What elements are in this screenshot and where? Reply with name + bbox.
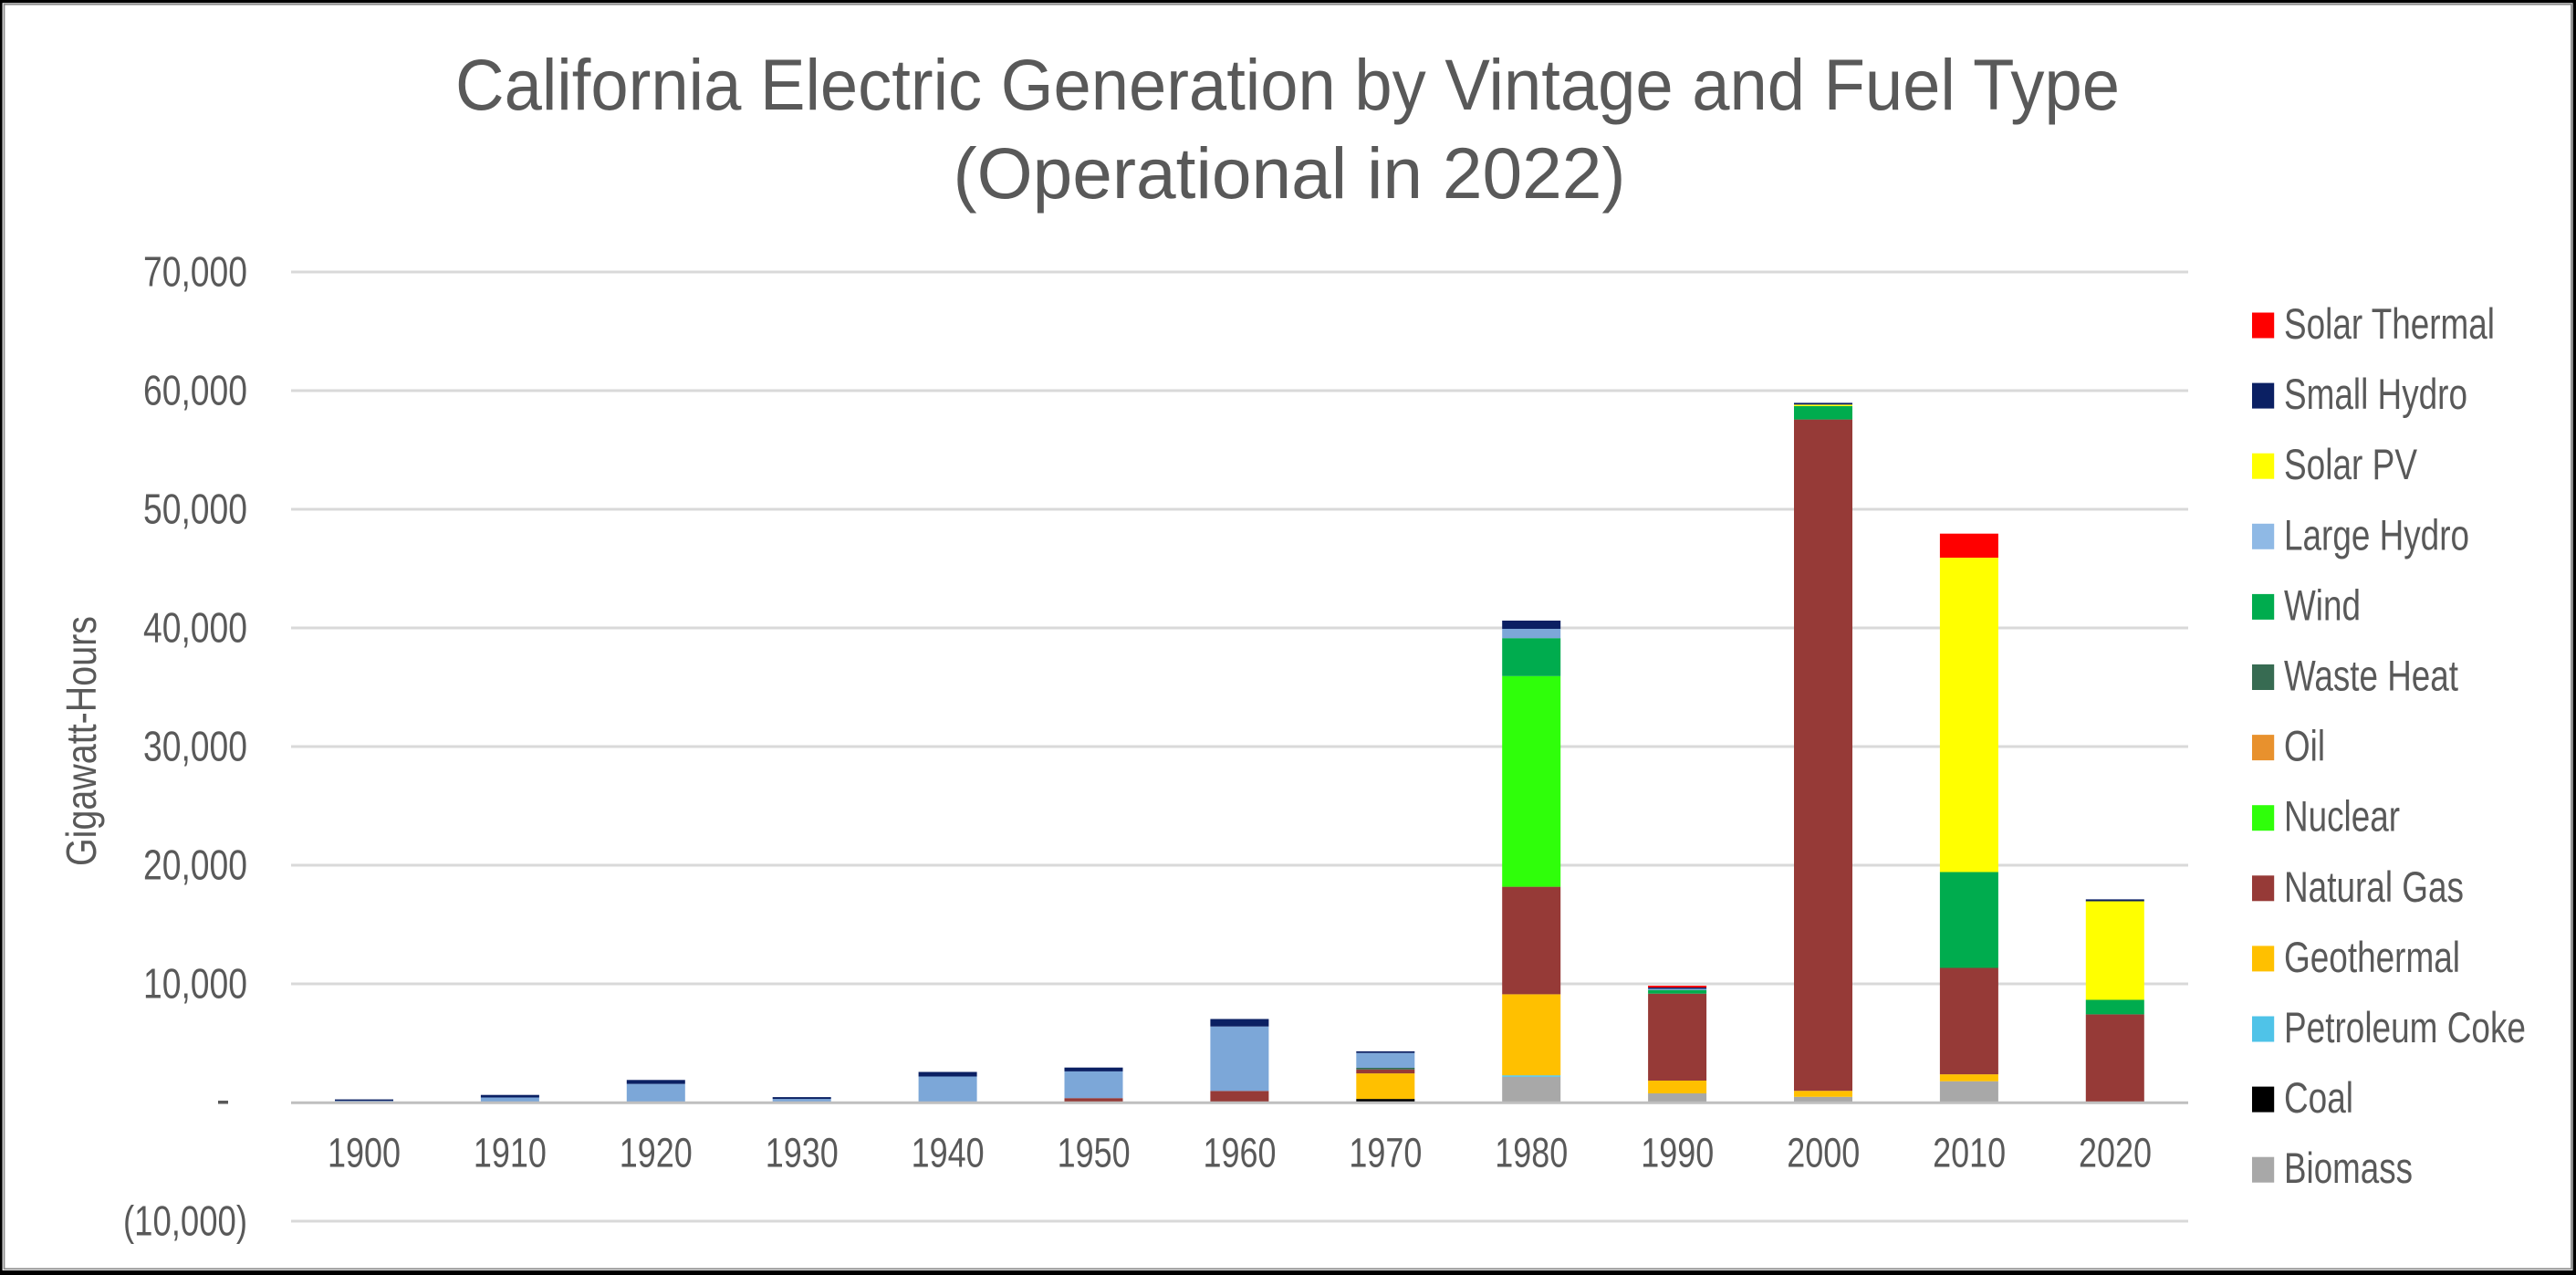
svg-text:10,000: 10,000 — [143, 960, 247, 1008]
svg-text:1960: 1960 — [1204, 1130, 1277, 1176]
svg-text:Small Hydro: Small Hydro — [2284, 370, 2467, 418]
svg-text:Nuclear: Nuclear — [2284, 792, 2400, 841]
svg-text:1920: 1920 — [620, 1130, 693, 1176]
svg-text:Large Hydro: Large Hydro — [2284, 510, 2469, 559]
svg-text:Petroleum Coke: Petroleum Coke — [2284, 1003, 2526, 1051]
svg-text:1980: 1980 — [1495, 1130, 1568, 1176]
svg-text:Solar PV: Solar PV — [2284, 440, 2418, 488]
svg-text:1900: 1900 — [328, 1130, 401, 1176]
svg-text:Natural Gas: Natural Gas — [2284, 862, 2464, 911]
svg-text:Biomass: Biomass — [2284, 1144, 2413, 1192]
svg-text:40,000: 40,000 — [143, 604, 247, 652]
svg-text:1910: 1910 — [474, 1130, 547, 1176]
svg-text:California Electric Generation: California Electric Generation by Vintag… — [455, 44, 2120, 125]
svg-text:2020: 2020 — [2079, 1130, 2152, 1176]
svg-text:(10,000): (10,000) — [123, 1197, 247, 1245]
svg-text:2010: 2010 — [1933, 1130, 2006, 1176]
svg-text:(Operational in 2022): (Operational in 2022) — [954, 132, 1626, 214]
svg-text:Wind: Wind — [2284, 580, 2361, 629]
svg-text:Waste Heat: Waste Heat — [2284, 652, 2458, 700]
svg-text:1940: 1940 — [912, 1130, 985, 1176]
svg-text:1950: 1950 — [1058, 1130, 1131, 1176]
svg-text:Gigawatt-Hours: Gigawatt-Hours — [57, 616, 105, 866]
svg-text:1990: 1990 — [1641, 1130, 1714, 1176]
svg-text:50,000: 50,000 — [143, 486, 247, 533]
svg-text:1930: 1930 — [766, 1130, 839, 1176]
svg-text:20,000: 20,000 — [143, 841, 247, 889]
svg-text:2000: 2000 — [1787, 1130, 1860, 1176]
svg-text:Solar Thermal: Solar Thermal — [2284, 299, 2495, 348]
svg-text:Coal: Coal — [2284, 1073, 2353, 1122]
svg-text:1970: 1970 — [1349, 1130, 1422, 1176]
svg-text:30,000: 30,000 — [143, 723, 247, 770]
svg-text:Oil: Oil — [2284, 722, 2325, 770]
svg-text:-: - — [216, 1076, 230, 1123]
svg-text:Geothermal: Geothermal — [2284, 933, 2460, 981]
svg-text:60,000: 60,000 — [143, 367, 247, 414]
svg-text:70,000: 70,000 — [143, 248, 247, 296]
